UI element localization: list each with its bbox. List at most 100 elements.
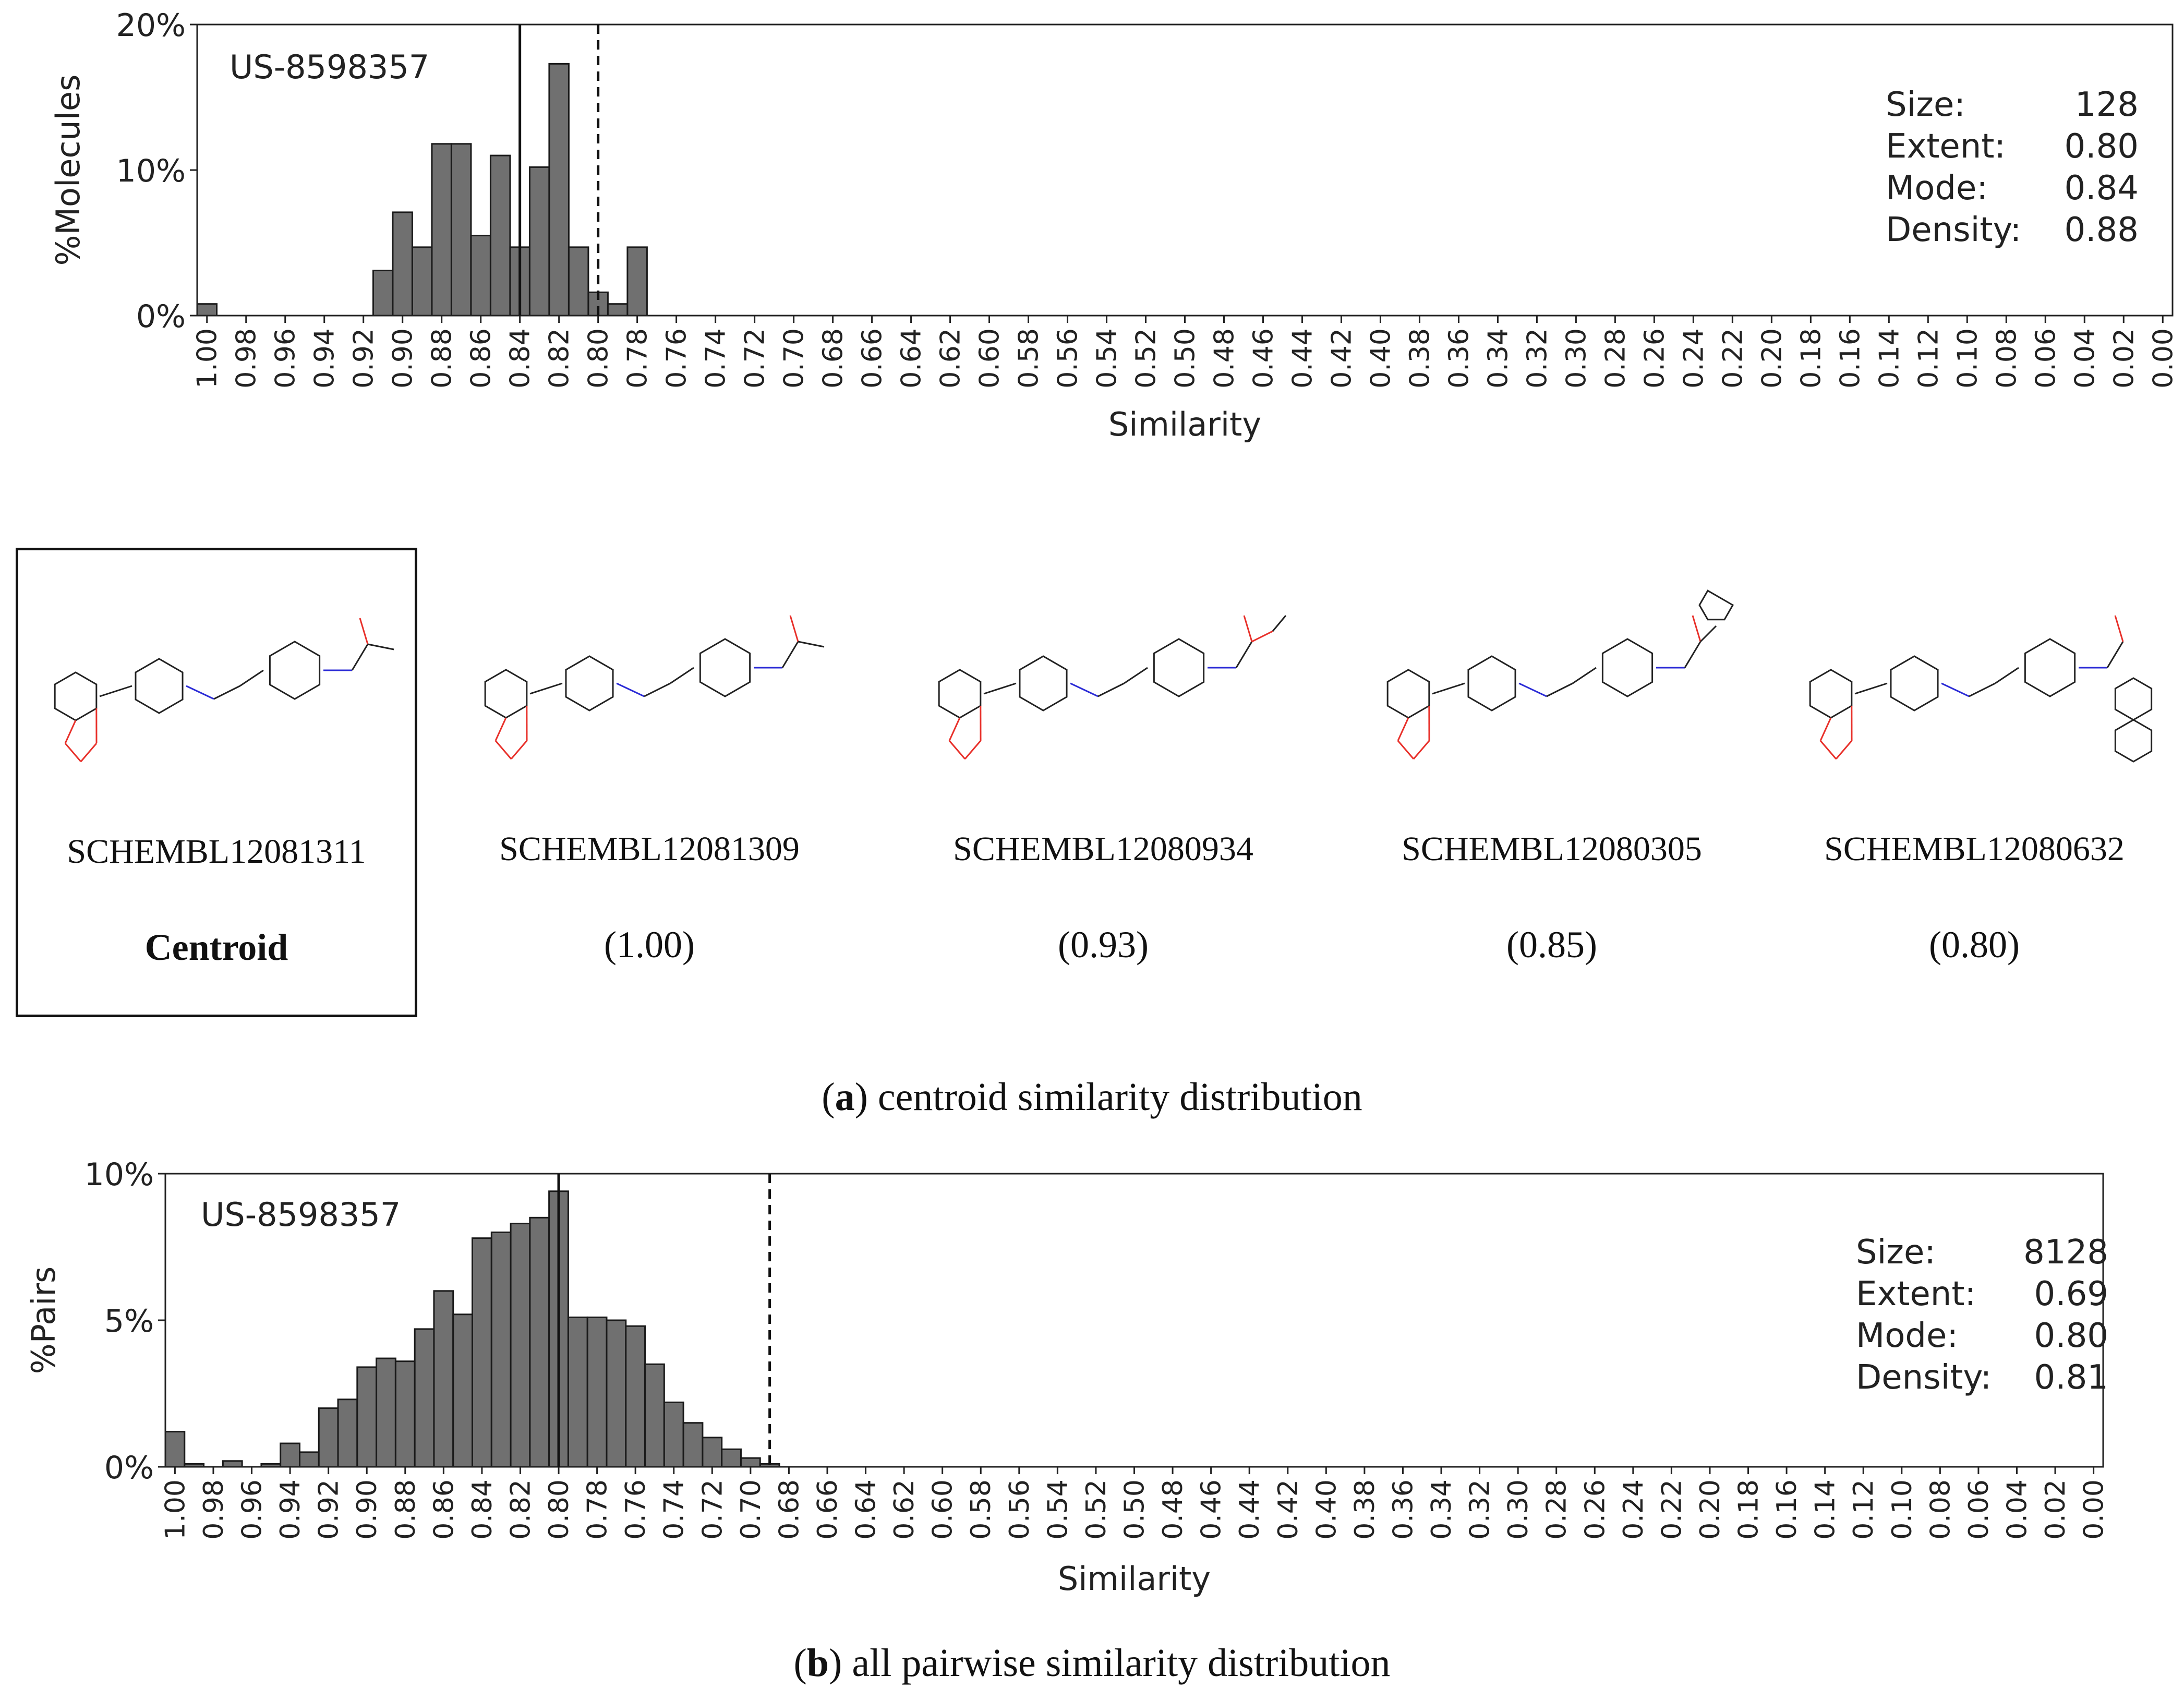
x-tick-label: 0.06 <box>1963 1479 1995 1540</box>
x-tick-label: 0.54 <box>1042 1479 1073 1540</box>
histogram-bar <box>470 235 491 317</box>
quinoline-ring <box>2114 677 2153 721</box>
molecule-id: SCHEMBL12080632 <box>1824 830 2125 868</box>
x-tick-label: 0.68 <box>818 328 849 389</box>
molecule-id: SCHEMBL12080305 <box>1402 830 1702 868</box>
piperidine-ring <box>135 658 184 714</box>
bond <box>983 682 1017 695</box>
x-tick-label: 0.30 <box>1561 328 1592 389</box>
stat-value: 8128 <box>2023 1233 2108 1272</box>
y-tick-label: 0% <box>136 298 186 335</box>
bond <box>1432 682 1465 695</box>
x-tick-label: 0.44 <box>1287 328 1318 389</box>
histogram-bar <box>510 1223 531 1468</box>
histogram-bar <box>702 1437 723 1468</box>
x-tick-label: 0.92 <box>313 1479 345 1540</box>
x-tick-label: 0.12 <box>1848 1479 1879 1540</box>
dioxole-bond <box>64 720 77 744</box>
cyclohexane-ring <box>699 638 751 697</box>
caption-a-text: ) centroid similarity distribution <box>854 1075 1362 1119</box>
stat-value: 0.81 <box>2034 1358 2109 1397</box>
x-tick-label: 0.40 <box>1365 328 1396 389</box>
molecule-structure-image <box>484 615 825 759</box>
x-tick-label: 1.00 <box>160 1479 191 1540</box>
stat-value: 0.88 <box>2065 211 2139 249</box>
dioxole-bond <box>64 743 82 762</box>
bond <box>2106 641 2124 668</box>
x-tick-label: 0.50 <box>1170 328 1201 389</box>
histogram-bar <box>586 1316 608 1468</box>
x-tick-label: 0.88 <box>427 328 458 389</box>
bond <box>1518 682 1547 697</box>
histogram-bar <box>280 1442 300 1468</box>
bond <box>239 669 264 687</box>
histogram-bar <box>529 1216 550 1468</box>
x-tick-label: 0.30 <box>1503 1479 1534 1540</box>
x-tick-label: 0.18 <box>1795 328 1827 389</box>
x-tick-label: 0.96 <box>270 328 301 389</box>
x-tick-label: 0.42 <box>1326 328 1357 389</box>
bond <box>1699 625 1717 643</box>
x-tick-label: 0.32 <box>1465 1479 1496 1540</box>
caption-b: (b) all pairwise similarity distribution <box>793 1641 1391 1685</box>
histogram-bar <box>567 1316 588 1468</box>
x-tick-label: 0.96 <box>237 1479 268 1540</box>
dioxole-bond <box>948 717 961 741</box>
x-tick-label: 0.72 <box>740 328 771 389</box>
x-axis-label: Similarity <box>1108 405 1261 443</box>
x-tick-label: 0.56 <box>1053 328 1084 389</box>
carbonyl-bond <box>789 615 799 642</box>
x-tick-label: 0.76 <box>661 328 693 389</box>
x-tick-label: 0.18 <box>1733 1479 1765 1540</box>
dioxole-bond <box>948 740 966 759</box>
histogram-bar <box>548 63 570 317</box>
dioxole-bond <box>964 740 982 759</box>
y-tick-label: 20% <box>116 7 186 44</box>
benzene-ring <box>1386 669 1430 719</box>
x-tick-label: 0.00 <box>2147 328 2179 389</box>
x-tick-label: 0.52 <box>1081 1479 1112 1540</box>
x-tick-label: 0.86 <box>428 1479 460 1540</box>
x-tick-label: 0.32 <box>1522 328 1553 389</box>
histogram-bar <box>372 270 394 317</box>
benzene-ring <box>484 669 528 719</box>
stat-value: 0.84 <box>2065 169 2139 208</box>
x-tick-label: 0.94 <box>275 1479 306 1540</box>
carbonyl-bond <box>1692 615 1702 642</box>
dioxole-bond <box>1397 717 1409 741</box>
x-tick-label: 0.80 <box>583 328 614 389</box>
thf-ring <box>1698 589 1734 621</box>
methyl-bond <box>367 643 394 650</box>
stat-value: 0.80 <box>2034 1317 2109 1355</box>
y-axis-label: %Molecules <box>49 75 87 266</box>
molecule-id: SCHEMBL12080934 <box>953 830 1253 868</box>
x-tick-label: 0.66 <box>812 1479 843 1540</box>
x-tick-label: 0.76 <box>620 1479 651 1540</box>
dioxole-bond <box>1819 740 1837 759</box>
bond <box>644 682 671 697</box>
x-tick-label: 0.70 <box>735 1479 767 1540</box>
x-tick-label: 0.24 <box>1678 328 1709 389</box>
stat-label: Extent: <box>1886 127 2006 166</box>
x-tick-label: 0.70 <box>779 328 810 389</box>
x-tick-label: 0.20 <box>1756 328 1788 389</box>
histogram-bar <box>682 1422 704 1468</box>
histogram-bar <box>450 143 472 317</box>
molecule-card: SCHEMBL12080632 (0.80) <box>1773 548 2175 1017</box>
benzene-ring <box>54 671 98 721</box>
molecule-structure-image <box>54 618 394 762</box>
x-tick-label: 0.46 <box>1196 1479 1227 1540</box>
bond <box>781 641 799 668</box>
bond <box>1572 667 1597 684</box>
histogram-bar <box>337 1398 358 1468</box>
piperidine-ring <box>1890 655 1939 712</box>
ester-bond <box>1251 630 1273 643</box>
x-tick-label: 0.42 <box>1273 1479 1304 1540</box>
x-tick-label: 0.74 <box>701 328 732 389</box>
x-tick-label: 0.26 <box>1639 328 1670 389</box>
x-tick-label: 0.78 <box>622 328 654 389</box>
x-tick-label: 0.78 <box>582 1479 613 1540</box>
piperidine-ring <box>1467 655 1516 712</box>
histogram-bar <box>490 1231 512 1468</box>
dioxole-bond <box>1413 740 1430 759</box>
